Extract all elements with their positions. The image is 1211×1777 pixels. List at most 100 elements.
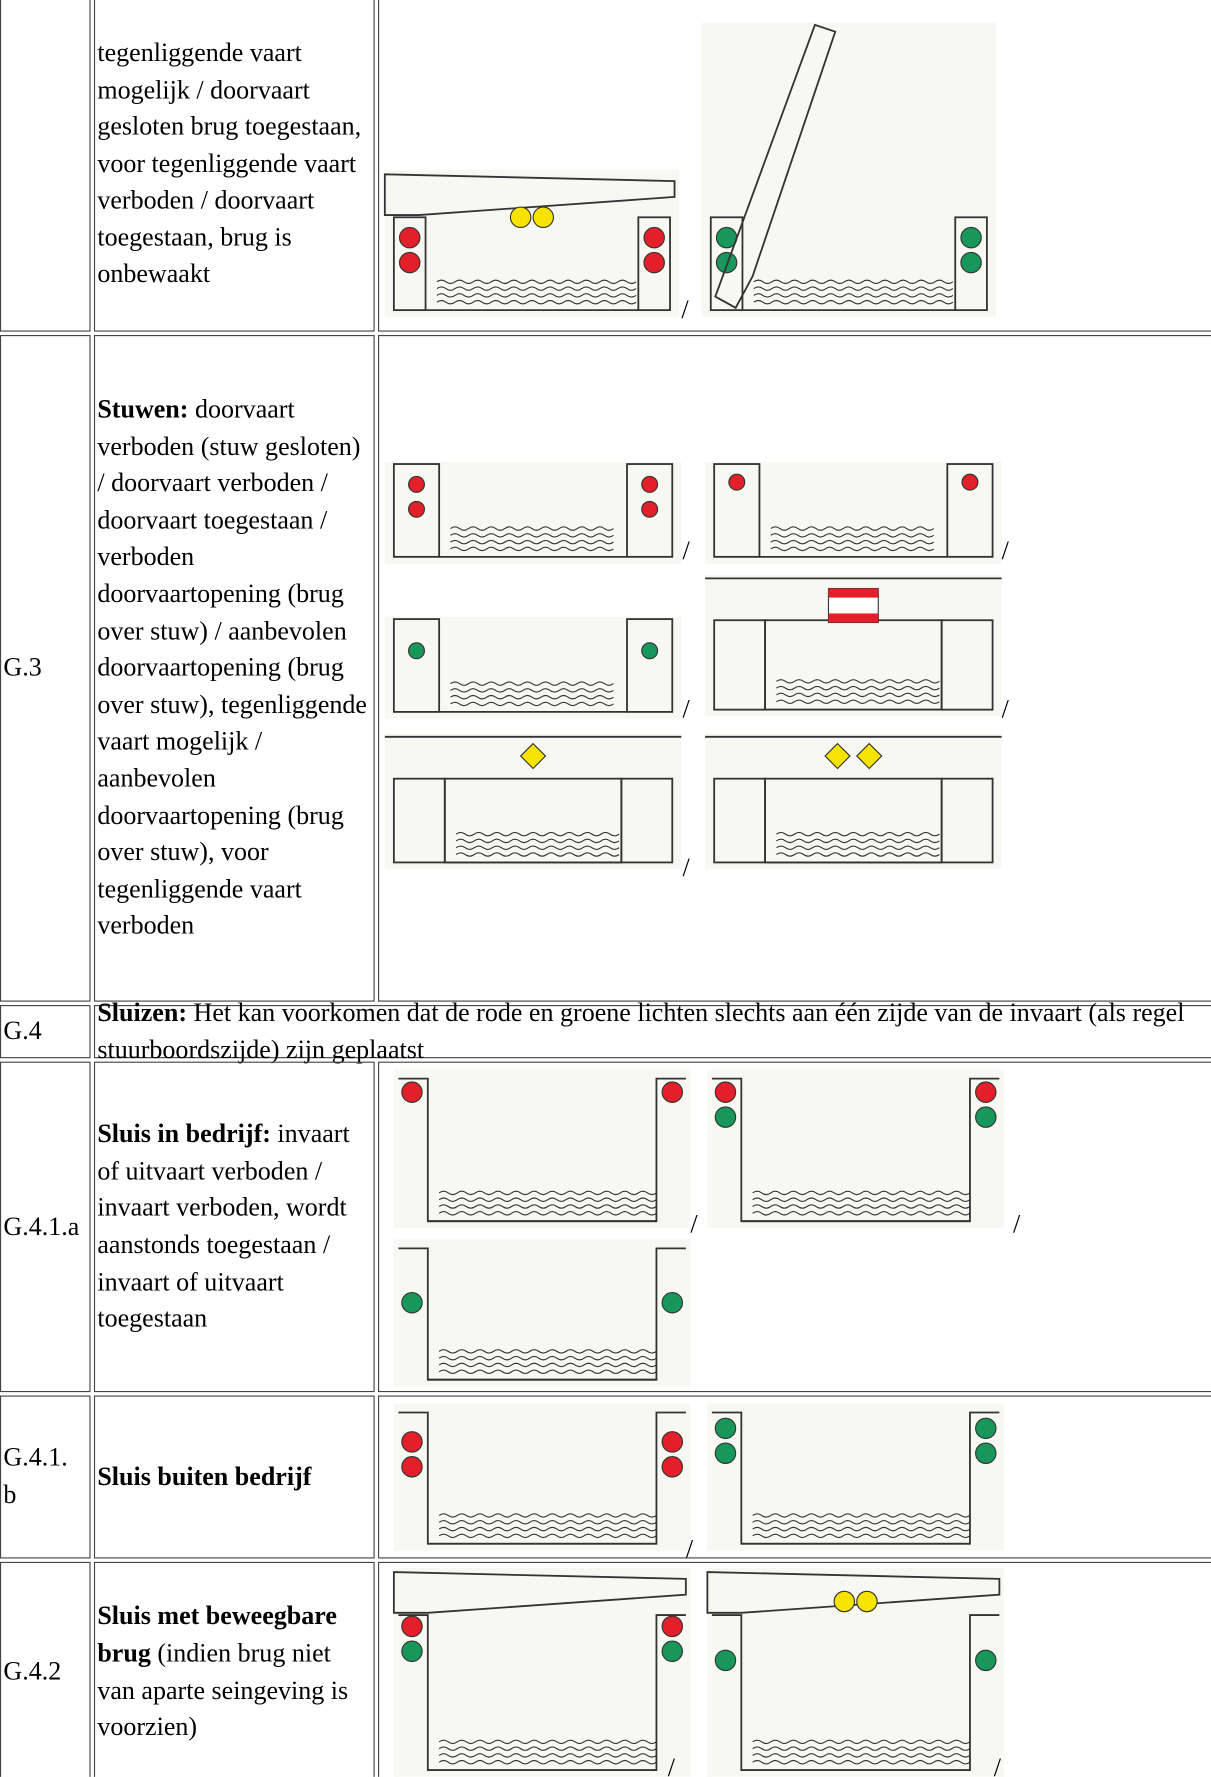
water [450, 694, 614, 700]
light [833, 1590, 856, 1613]
light [975, 1106, 997, 1128]
light [641, 500, 659, 518]
code-cell: G.4.1.b [0, 1395, 91, 1559]
light [398, 251, 421, 274]
water [776, 699, 940, 704]
description: invaart of uitvaart verboden / invaart v… [97, 1119, 350, 1333]
illustration-bg [384, 169, 680, 317]
separator: / [685, 1534, 694, 1564]
light [401, 1640, 423, 1663]
water [450, 546, 614, 552]
water [450, 526, 614, 531]
light [960, 251, 982, 274]
water [752, 1513, 971, 1518]
lead: Sluis buiten bedrijf [97, 1461, 312, 1491]
water [438, 1526, 657, 1532]
light [401, 1615, 423, 1638]
water [438, 1204, 657, 1209]
sign [828, 588, 879, 598]
water [438, 1739, 657, 1745]
separator: / [690, 1209, 698, 1239]
light [401, 1081, 423, 1103]
description: doorvaart verboden (stuw gesloten) / doo… [97, 395, 367, 940]
description: (indien brug niet van aparte seingeving … [97, 1638, 349, 1741]
description-cell: tegenliggende vaart mogelijk / doorvaart… [93, 0, 375, 332]
light [714, 1649, 737, 1672]
light [408, 500, 425, 518]
light [714, 1106, 737, 1128]
description-cell: Sluis in bedrijf: invaart of uitvaart ve… [93, 1061, 375, 1393]
water [436, 279, 637, 285]
water [438, 1513, 657, 1518]
image-cell [378, 1395, 1211, 1559]
separator: / [1001, 694, 1009, 724]
separator: / [1001, 536, 1009, 565]
lead: Stuwen: [97, 395, 189, 424]
illustration-bg [384, 616, 682, 719]
water [753, 279, 954, 285]
water [438, 1190, 657, 1196]
water [752, 1520, 971, 1525]
water [450, 533, 614, 538]
water [776, 692, 940, 698]
water [752, 1746, 971, 1751]
bridge [714, 23, 837, 310]
lead: Sluizen: [97, 998, 188, 1027]
water [450, 701, 614, 707]
diamond [855, 742, 883, 770]
light [975, 1649, 997, 1672]
pier [626, 463, 674, 558]
light [715, 251, 738, 274]
water [438, 1520, 657, 1525]
water [438, 1753, 657, 1758]
water [450, 681, 614, 686]
code: G.3 [3, 653, 42, 682]
description: tegenliggende vaart mogelijk / doorvaart… [97, 38, 362, 289]
light [714, 1442, 737, 1464]
light [975, 1442, 997, 1464]
water [455, 852, 620, 857]
water [438, 1369, 657, 1375]
light [961, 473, 979, 491]
water [752, 1753, 971, 1758]
code: G.4 [3, 1016, 42, 1045]
water [776, 838, 940, 844]
water [770, 533, 935, 538]
water [752, 1211, 971, 1216]
water [438, 1355, 657, 1361]
water [455, 838, 620, 844]
light [714, 1081, 737, 1103]
light [509, 206, 532, 229]
illustration-bg [707, 1403, 1004, 1551]
water [450, 539, 614, 545]
water [776, 852, 940, 857]
illustration-bg [384, 461, 682, 564]
water [438, 1197, 657, 1202]
separator: / [681, 295, 689, 324]
pier [392, 216, 427, 312]
pier [954, 216, 988, 312]
light [856, 1590, 878, 1613]
light [408, 475, 425, 493]
bridge [392, 1571, 687, 1614]
light [532, 206, 555, 229]
water [436, 299, 637, 305]
diamond [824, 742, 851, 770]
water [776, 831, 940, 837]
light [643, 226, 665, 249]
water [776, 679, 940, 684]
light [960, 226, 982, 249]
code-cell: G.4.1.a [0, 1061, 91, 1393]
lead: Sluis in bedrijf: [97, 1119, 271, 1148]
pier [392, 618, 441, 713]
water [753, 286, 954, 291]
water [436, 293, 637, 298]
water [752, 1204, 971, 1209]
image-cell [378, 1561, 1211, 1777]
pier [637, 216, 671, 312]
separator: / [682, 853, 690, 882]
pier [392, 463, 441, 558]
diamond [519, 742, 547, 770]
code-cell [0, 0, 91, 332]
